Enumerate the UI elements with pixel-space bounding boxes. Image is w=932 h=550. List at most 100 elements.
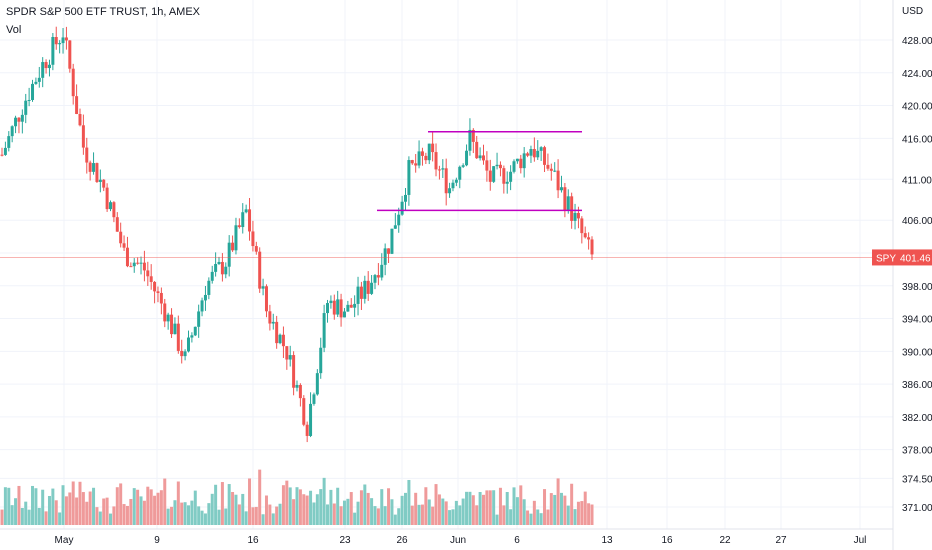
candle-body [125,247,129,267]
time-tick-label: 9 [154,535,160,546]
volume-bar [85,501,89,525]
price-tick-label: 390.00 [902,347,932,358]
candle-body [549,168,553,171]
candle-body [444,168,448,194]
candle-body [34,81,38,84]
candle-body [81,125,85,148]
candle-body [7,136,11,148]
candle-body [139,262,143,264]
volume-bar [471,495,475,525]
candle-body [465,150,469,166]
volume-bar [210,493,214,525]
volume-bar [278,503,282,525]
candle-body [342,311,346,318]
volume-bar [183,502,187,525]
volume-bar [142,500,146,525]
time-tick-label: May [55,535,74,546]
volume-bar [498,487,502,525]
candle-body [393,225,397,229]
volume-bar [244,511,248,525]
price-tick-label: 411.00 [902,175,932,186]
volume-bar [380,489,384,525]
candle-body [37,77,41,82]
candle-body [336,299,340,315]
volume-bar [0,509,4,525]
candle-body [288,355,292,360]
volume-bar [309,490,313,525]
volume-bar [237,504,241,525]
candle-body [404,194,408,202]
candle-body [590,239,594,255]
volume-bar [139,496,143,525]
candle-body [570,196,574,221]
volume-bar [258,469,262,525]
volume-bar [14,498,18,525]
candle-body [159,292,163,304]
volume-bar [3,487,7,525]
candle-body [166,314,170,322]
volume-bar [580,501,584,525]
candle-body [17,117,21,122]
volume-bar [261,514,265,525]
volume-bar [424,487,428,525]
volume-bar [349,492,353,525]
candle-body [186,337,190,352]
volume-bar [485,490,489,525]
volume-bar [7,487,11,525]
price-tick-label: 424.00 [902,69,932,80]
candle-body [532,149,536,158]
candle-body [220,261,224,275]
time-tick-label: 13 [601,535,613,546]
candle-body [47,64,51,69]
volume-bar [373,506,377,525]
candle-body [400,201,404,215]
candle-body [553,170,557,172]
candle-body [149,276,153,282]
volume-bar [590,504,594,525]
candle-body [95,163,99,182]
volume-bar [285,480,289,525]
candle-body [58,43,62,45]
candle-body [170,314,174,335]
volume-bar [217,509,221,525]
volume-bar [454,500,458,525]
volume-bar [383,506,387,525]
volume-bar [359,490,363,525]
volume-bar [431,506,435,525]
candle-body [180,350,184,357]
volume-bar [376,508,380,525]
volume-bar [58,512,62,525]
candle-body [353,303,357,308]
candle-body [268,311,272,324]
volume-bar [105,497,109,525]
candle-body [485,160,489,171]
volume-bar [88,491,92,525]
price-tick-label: 386.00 [902,380,932,391]
candle-body [397,214,401,226]
candle-body [102,179,106,188]
volume-bar [339,506,343,525]
volume-bar [197,506,201,525]
volume-bar [176,481,180,525]
volume-bar [363,484,367,525]
volume-bar [27,509,31,525]
candle-body [20,114,24,122]
volume-bar [68,492,72,525]
candle-body [295,384,299,388]
volume-bar [109,513,113,525]
candle-body [366,280,370,294]
candle-body [559,187,563,191]
candle-body [363,280,367,299]
volume-bar [156,492,160,525]
candle-body [312,394,316,404]
candle-body [437,169,441,171]
candle-body [387,248,391,254]
volume-bar [122,504,126,525]
volume-bar [64,496,68,525]
volume-bar [570,483,574,525]
volume-bar [203,513,207,525]
volume-bar [326,504,330,525]
candle-body [10,126,14,137]
volume-bar [102,498,106,525]
